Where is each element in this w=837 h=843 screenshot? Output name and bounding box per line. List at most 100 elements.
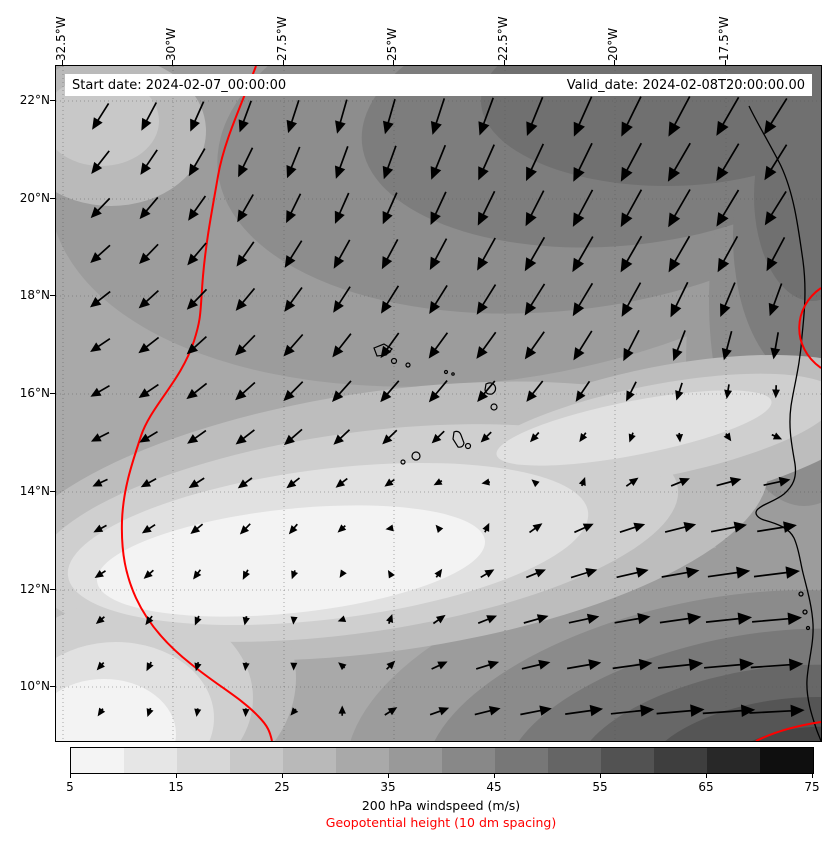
wind-arrow	[333, 429, 351, 445]
wind-arrow	[194, 708, 202, 717]
wind-arrow	[235, 381, 256, 401]
wind-arrow	[620, 235, 643, 273]
wind-arrow	[187, 242, 207, 266]
wind-arrow	[382, 192, 398, 225]
colorbar-cell	[707, 748, 760, 773]
lat-tick	[50, 589, 55, 590]
wind-arrow	[572, 189, 594, 227]
wind-arrow	[387, 569, 395, 579]
lon-tick	[614, 60, 615, 65]
wind-arrow	[90, 431, 110, 442]
wind-arrow	[566, 659, 602, 671]
wind-arrow	[764, 144, 788, 181]
wind-arrow	[572, 282, 594, 317]
wind-arrow	[242, 569, 250, 580]
wind-arrow	[141, 102, 158, 131]
lon-tick	[172, 60, 173, 65]
wind-arrow	[428, 332, 449, 359]
wind-arrow	[675, 382, 684, 401]
wind-arrow	[578, 477, 586, 487]
colorbar-cell	[442, 748, 495, 773]
wind-arrow	[286, 477, 301, 489]
wind-arrow	[382, 429, 398, 445]
colorbar-tick-label: 65	[698, 780, 714, 794]
wind-arrow	[521, 659, 551, 670]
wind-arrow	[672, 330, 686, 362]
wind-arrow	[235, 429, 255, 445]
wind-arrow	[620, 189, 643, 228]
wind-arrow	[478, 97, 494, 136]
wind-arrow	[481, 478, 491, 486]
wind-arrow	[628, 432, 636, 443]
wind-arrow	[146, 707, 154, 718]
wind-arrow	[139, 243, 159, 264]
lon-tick-label: 30°W	[164, 27, 178, 61]
wind-arrow	[385, 524, 394, 532]
wind-arrow	[242, 708, 250, 717]
wind-quiver-layer	[89, 96, 805, 718]
wind-arrow	[626, 381, 637, 402]
wind-arrow	[145, 615, 154, 626]
wind-arrow	[724, 384, 733, 400]
wind-arrow	[524, 283, 546, 316]
wind-arrow	[190, 523, 204, 534]
wind-arrow	[284, 240, 303, 268]
wind-arrow	[625, 477, 639, 487]
wind-arrow	[524, 331, 545, 360]
wind-arrow	[138, 289, 159, 309]
wind-arrow	[332, 333, 352, 358]
wind-arrow	[139, 430, 158, 443]
wind-arrow	[338, 705, 346, 716]
wind-arrow	[194, 661, 202, 672]
graticule	[56, 66, 821, 741]
geopotential-legend-label: Geopotential height (10 dm spacing)	[325, 815, 557, 830]
wind-arrow	[570, 567, 598, 579]
lon-tick	[504, 60, 505, 65]
wind-arrow	[284, 286, 303, 312]
colorbar-cell	[71, 748, 124, 773]
lat-tick	[50, 295, 55, 296]
lat-tick-label: 10°N	[19, 679, 50, 693]
lat-tick	[50, 393, 55, 394]
wind-arrow	[429, 238, 448, 271]
wind-arrow	[707, 566, 751, 579]
lon-tick-label: 17.5°W	[717, 16, 731, 61]
wind-arrow	[482, 522, 490, 533]
wind-arrow	[143, 569, 154, 579]
lon-tick	[393, 60, 394, 65]
wind-arrow	[670, 281, 689, 318]
colorbar-tick-label: 75	[804, 780, 820, 794]
wind-arrow	[720, 282, 736, 318]
lat-tick	[50, 686, 55, 687]
wind-arrow	[93, 524, 107, 533]
wind-arrow	[138, 336, 160, 354]
wind-arrow	[290, 707, 299, 716]
lat-tick-label: 12°N	[19, 582, 50, 596]
wind-arrow	[764, 97, 788, 135]
wind-arrow	[478, 144, 495, 181]
wind-arrow	[430, 191, 447, 225]
wind-arrow	[659, 612, 702, 625]
geopotential-height-contour	[120, 66, 821, 741]
wind-arrow	[749, 704, 805, 718]
wind-arrow	[138, 383, 159, 398]
wind-arrow	[716, 143, 740, 182]
wind-arrow	[431, 430, 445, 444]
wind-arrow	[290, 616, 298, 625]
wind-arrow	[235, 287, 256, 311]
wind-arrow	[187, 429, 207, 444]
lon-tick-label: 32.5°W	[54, 16, 68, 61]
wind-arrow	[717, 235, 739, 273]
wind-arrow	[766, 237, 786, 272]
wind-arrow	[575, 380, 591, 402]
wind-arrow	[384, 707, 398, 716]
wind-arrow	[752, 612, 802, 625]
wind-arrow	[188, 148, 206, 177]
wind-arrow	[382, 145, 397, 180]
wind-arrow	[140, 149, 158, 175]
wind-arrow	[573, 96, 593, 137]
wind-arrow	[716, 477, 742, 487]
colorbar-cell	[177, 748, 230, 773]
wind-arrow	[146, 661, 154, 672]
wind-arrow	[286, 193, 302, 224]
